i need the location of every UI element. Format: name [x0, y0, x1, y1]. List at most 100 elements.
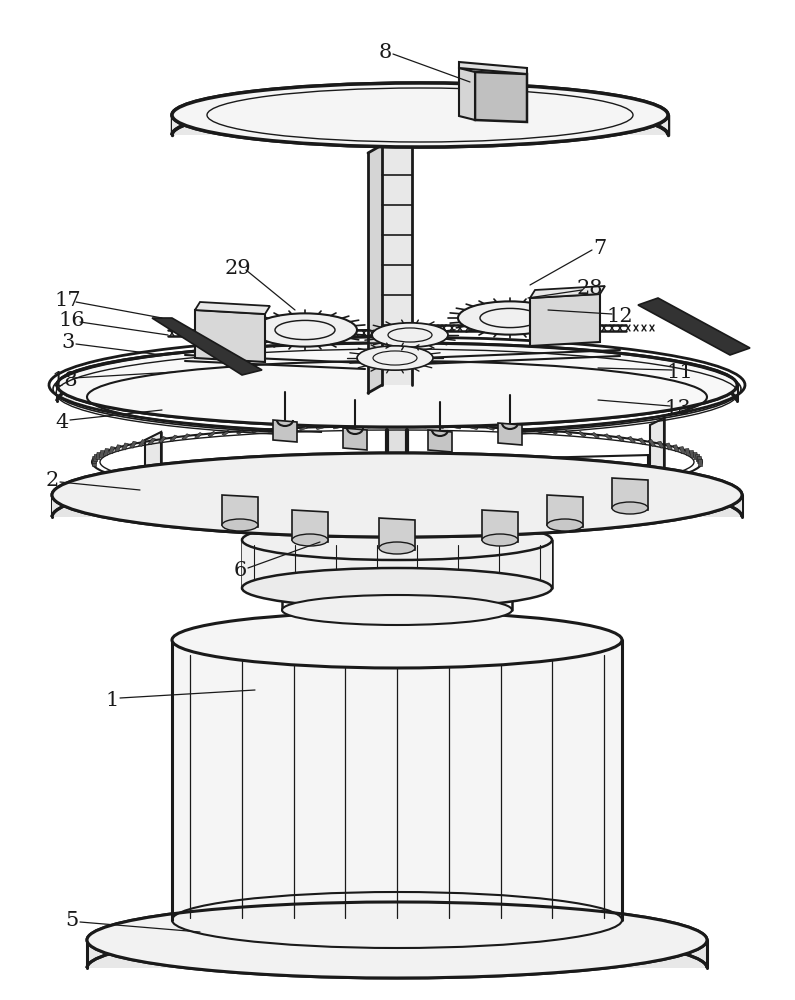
Polygon shape — [547, 495, 583, 527]
Polygon shape — [459, 68, 475, 120]
Polygon shape — [87, 940, 707, 968]
Polygon shape — [172, 115, 668, 135]
Polygon shape — [92, 458, 96, 466]
Polygon shape — [273, 420, 297, 442]
Polygon shape — [657, 441, 665, 448]
Text: 6: 6 — [234, 560, 246, 580]
Text: 7: 7 — [593, 238, 607, 257]
Polygon shape — [482, 510, 518, 542]
Text: 1: 1 — [105, 690, 118, 710]
Polygon shape — [99, 450, 105, 458]
Ellipse shape — [372, 323, 448, 347]
Polygon shape — [138, 440, 145, 446]
Polygon shape — [148, 438, 156, 445]
Ellipse shape — [482, 534, 518, 546]
Text: 4: 4 — [56, 412, 68, 432]
Polygon shape — [382, 145, 412, 385]
Ellipse shape — [242, 520, 552, 560]
Polygon shape — [470, 426, 478, 430]
Ellipse shape — [292, 534, 328, 546]
Ellipse shape — [172, 83, 668, 147]
Polygon shape — [114, 445, 121, 452]
Polygon shape — [698, 458, 702, 466]
Polygon shape — [283, 427, 291, 431]
Polygon shape — [152, 318, 262, 375]
Ellipse shape — [458, 301, 562, 335]
Polygon shape — [195, 310, 265, 362]
Polygon shape — [679, 447, 685, 454]
Polygon shape — [208, 431, 216, 437]
Polygon shape — [628, 437, 635, 443]
Polygon shape — [419, 426, 427, 428]
Polygon shape — [368, 145, 382, 393]
Ellipse shape — [57, 343, 737, 427]
Polygon shape — [122, 443, 129, 450]
Ellipse shape — [547, 519, 583, 531]
Polygon shape — [182, 434, 190, 440]
Polygon shape — [498, 423, 522, 445]
Polygon shape — [530, 294, 600, 346]
Text: 12: 12 — [607, 306, 634, 326]
Polygon shape — [103, 448, 109, 456]
Polygon shape — [665, 443, 673, 450]
Polygon shape — [385, 426, 392, 428]
Polygon shape — [222, 495, 258, 527]
Polygon shape — [689, 450, 695, 458]
Polygon shape — [195, 433, 203, 438]
Polygon shape — [300, 427, 308, 430]
Polygon shape — [650, 418, 664, 522]
Polygon shape — [612, 478, 648, 510]
Polygon shape — [96, 452, 101, 460]
Polygon shape — [172, 640, 622, 920]
Polygon shape — [503, 427, 511, 431]
Polygon shape — [530, 286, 605, 298]
Ellipse shape — [52, 453, 742, 537]
Ellipse shape — [242, 568, 552, 608]
Ellipse shape — [87, 902, 707, 978]
Ellipse shape — [612, 502, 648, 514]
Text: 17: 17 — [55, 290, 81, 310]
Polygon shape — [616, 435, 624, 441]
Polygon shape — [343, 428, 367, 450]
Polygon shape — [333, 426, 340, 429]
Text: 18: 18 — [52, 370, 79, 389]
Polygon shape — [684, 448, 691, 456]
Polygon shape — [350, 426, 358, 428]
Text: 5: 5 — [65, 910, 79, 930]
Polygon shape — [673, 445, 679, 452]
Polygon shape — [638, 298, 750, 355]
Polygon shape — [487, 427, 494, 430]
Polygon shape — [109, 447, 114, 454]
Polygon shape — [475, 72, 527, 122]
Text: 2: 2 — [45, 471, 59, 489]
Ellipse shape — [357, 346, 433, 370]
Polygon shape — [604, 434, 612, 440]
Polygon shape — [696, 454, 700, 462]
Polygon shape — [267, 428, 275, 432]
Polygon shape — [519, 428, 527, 432]
Polygon shape — [242, 540, 552, 588]
Polygon shape — [52, 495, 742, 517]
Ellipse shape — [282, 595, 512, 625]
Polygon shape — [57, 385, 737, 401]
Polygon shape — [367, 426, 374, 428]
Polygon shape — [638, 438, 646, 445]
Ellipse shape — [222, 519, 258, 531]
Polygon shape — [316, 426, 324, 430]
Polygon shape — [94, 454, 99, 462]
Polygon shape — [649, 440, 655, 446]
Polygon shape — [453, 426, 461, 429]
Polygon shape — [697, 456, 702, 464]
Polygon shape — [459, 62, 527, 74]
Polygon shape — [534, 429, 542, 433]
Polygon shape — [693, 452, 698, 460]
Text: 16: 16 — [59, 310, 85, 330]
Polygon shape — [145, 432, 161, 522]
Polygon shape — [591, 433, 599, 438]
Text: 13: 13 — [665, 398, 692, 418]
Ellipse shape — [379, 542, 415, 554]
Text: 11: 11 — [667, 362, 693, 381]
Ellipse shape — [172, 83, 668, 147]
Ellipse shape — [57, 343, 737, 427]
Polygon shape — [549, 429, 557, 434]
